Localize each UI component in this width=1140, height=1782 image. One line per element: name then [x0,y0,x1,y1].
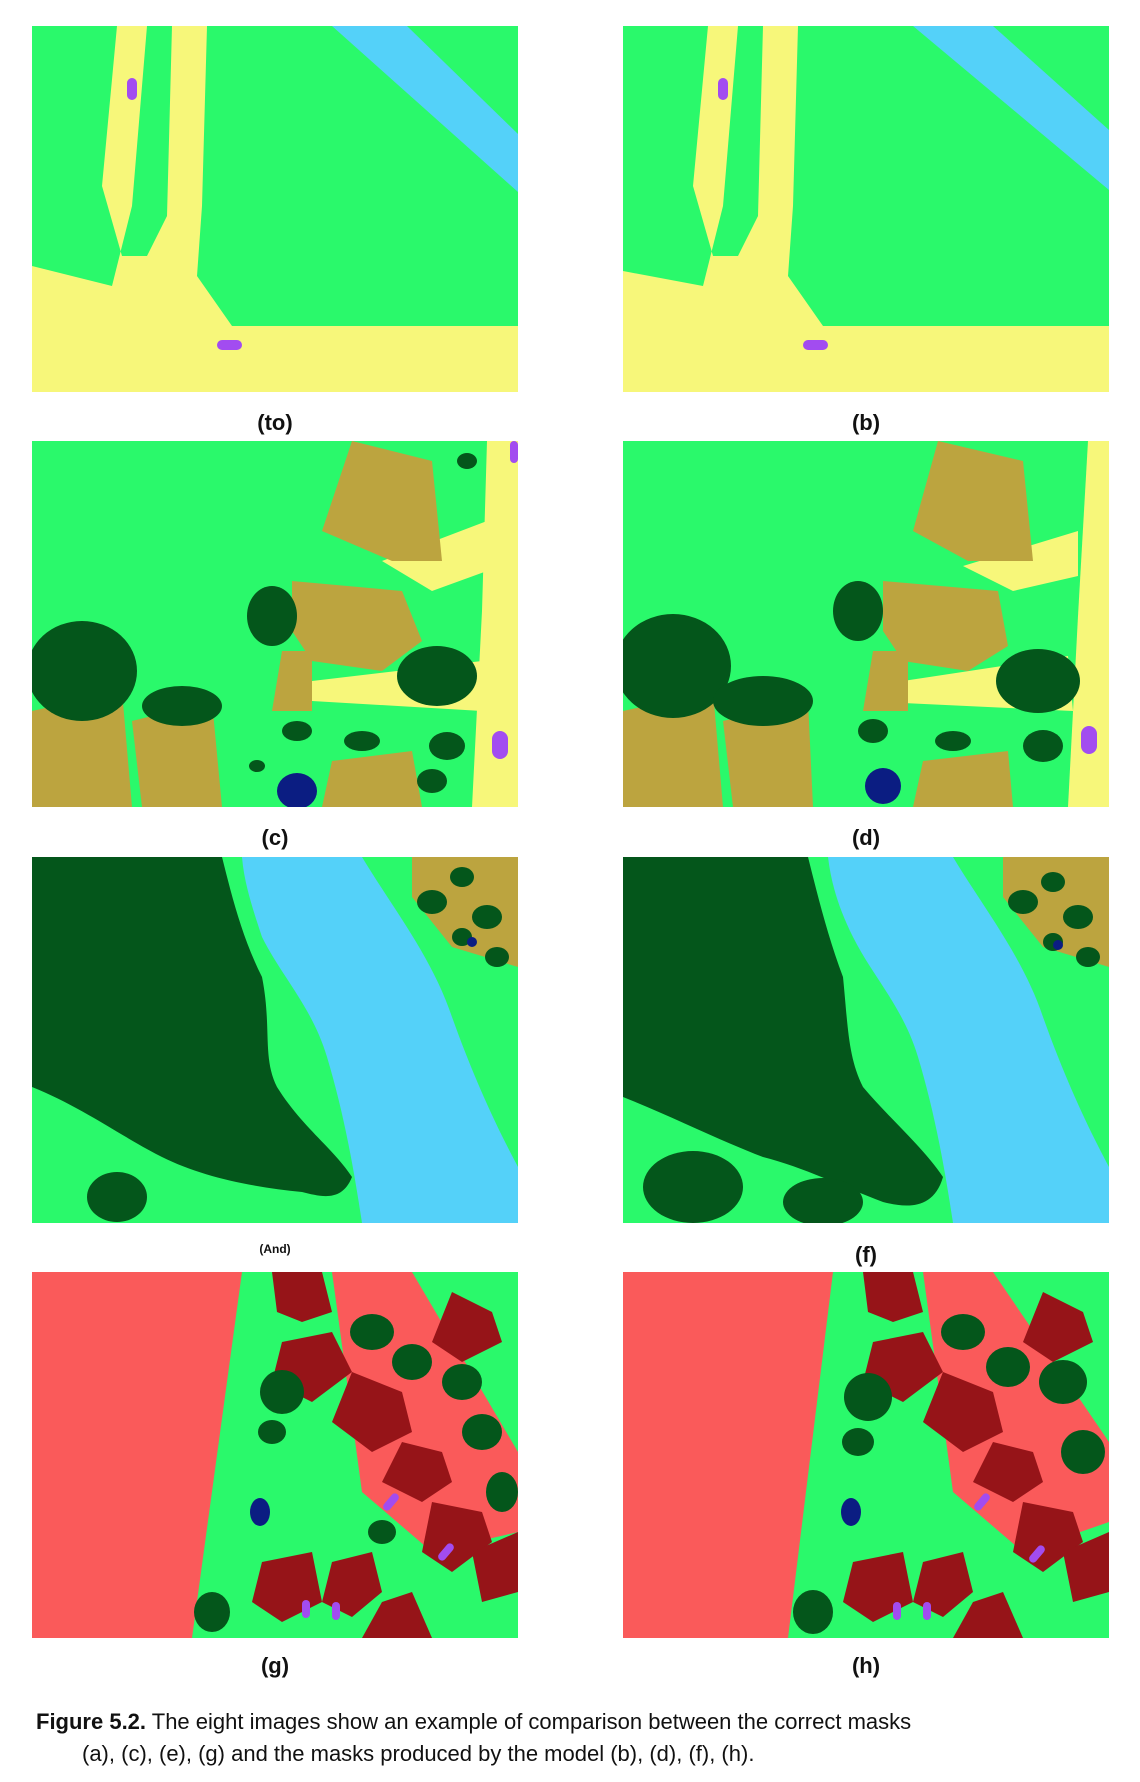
segmentation-mask-f [623,857,1109,1223]
panel-c-label: (c) [261,825,289,850]
panel-f-model-mask [623,857,1109,1223]
segmentation-mask-b [623,26,1109,392]
panel-d-model-mask [623,441,1109,807]
panel-b-label: (b) [851,410,881,435]
segmentation-mask-e [32,857,518,1223]
panel-g-label: (g) [260,1653,290,1678]
segmentation-mask-c [32,441,518,807]
panel-a-label: (to) [257,410,293,435]
panel-c-ground-truth-mask [32,441,518,807]
segmentation-mask-g [32,1272,518,1638]
panel-e-ground-truth-mask [32,857,518,1223]
panel-h-label: (h) [851,1653,881,1678]
segmentation-mask-h [623,1272,1109,1638]
segmentation-mask-d [623,441,1109,807]
figure-caption: Figure 5.2. The eight images show an exa… [36,1706,1116,1770]
panel-d-label: (d) [851,825,881,850]
figure-number: Figure 5.2. [36,1709,147,1734]
panel-a-ground-truth-mask [32,26,518,392]
panel-b-model-mask [623,26,1109,392]
panel-f-label: (f) [855,1242,877,1267]
panel-e-label: (And) [259,1242,291,1256]
segmentation-mask-a [32,26,518,392]
panel-g-ground-truth-mask [32,1272,518,1638]
panel-h-model-mask [623,1272,1109,1638]
caption-line-2: (a), (c), (e), (g) and the masks produce… [82,1741,755,1766]
caption-line-1: The eight images show an example of comp… [146,1709,912,1734]
